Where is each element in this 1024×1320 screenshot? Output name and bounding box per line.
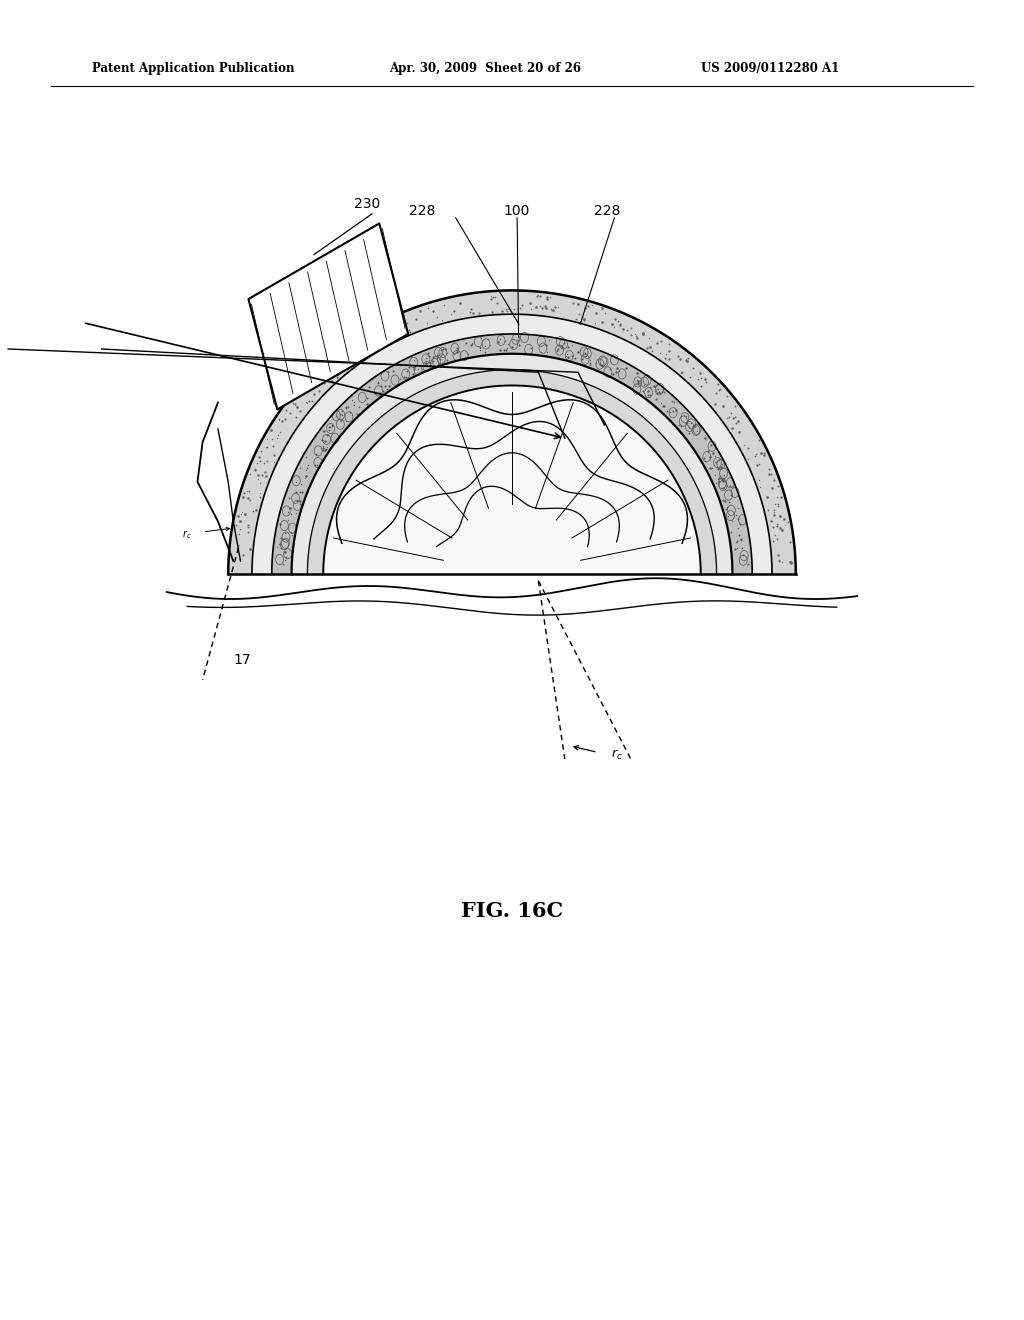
Text: $r_c$: $r_c$ xyxy=(611,748,623,762)
Polygon shape xyxy=(249,223,409,409)
Text: FIG. 16C: FIG. 16C xyxy=(461,900,563,921)
Text: 228: 228 xyxy=(409,203,435,218)
Text: $r_c$: $r_c$ xyxy=(182,528,193,541)
Text: Patent Application Publication: Patent Application Publication xyxy=(92,62,295,75)
Polygon shape xyxy=(292,354,732,574)
Polygon shape xyxy=(228,290,796,574)
Text: US 2009/0112280 A1: US 2009/0112280 A1 xyxy=(701,62,840,75)
Text: 17: 17 xyxy=(233,653,251,668)
Text: 228: 228 xyxy=(594,203,621,218)
Text: 230: 230 xyxy=(353,197,380,211)
Polygon shape xyxy=(252,314,772,574)
Polygon shape xyxy=(271,334,753,574)
Text: Apr. 30, 2009  Sheet 20 of 26: Apr. 30, 2009 Sheet 20 of 26 xyxy=(389,62,582,75)
Polygon shape xyxy=(307,370,717,574)
Polygon shape xyxy=(324,385,700,574)
Text: 100: 100 xyxy=(504,203,530,218)
